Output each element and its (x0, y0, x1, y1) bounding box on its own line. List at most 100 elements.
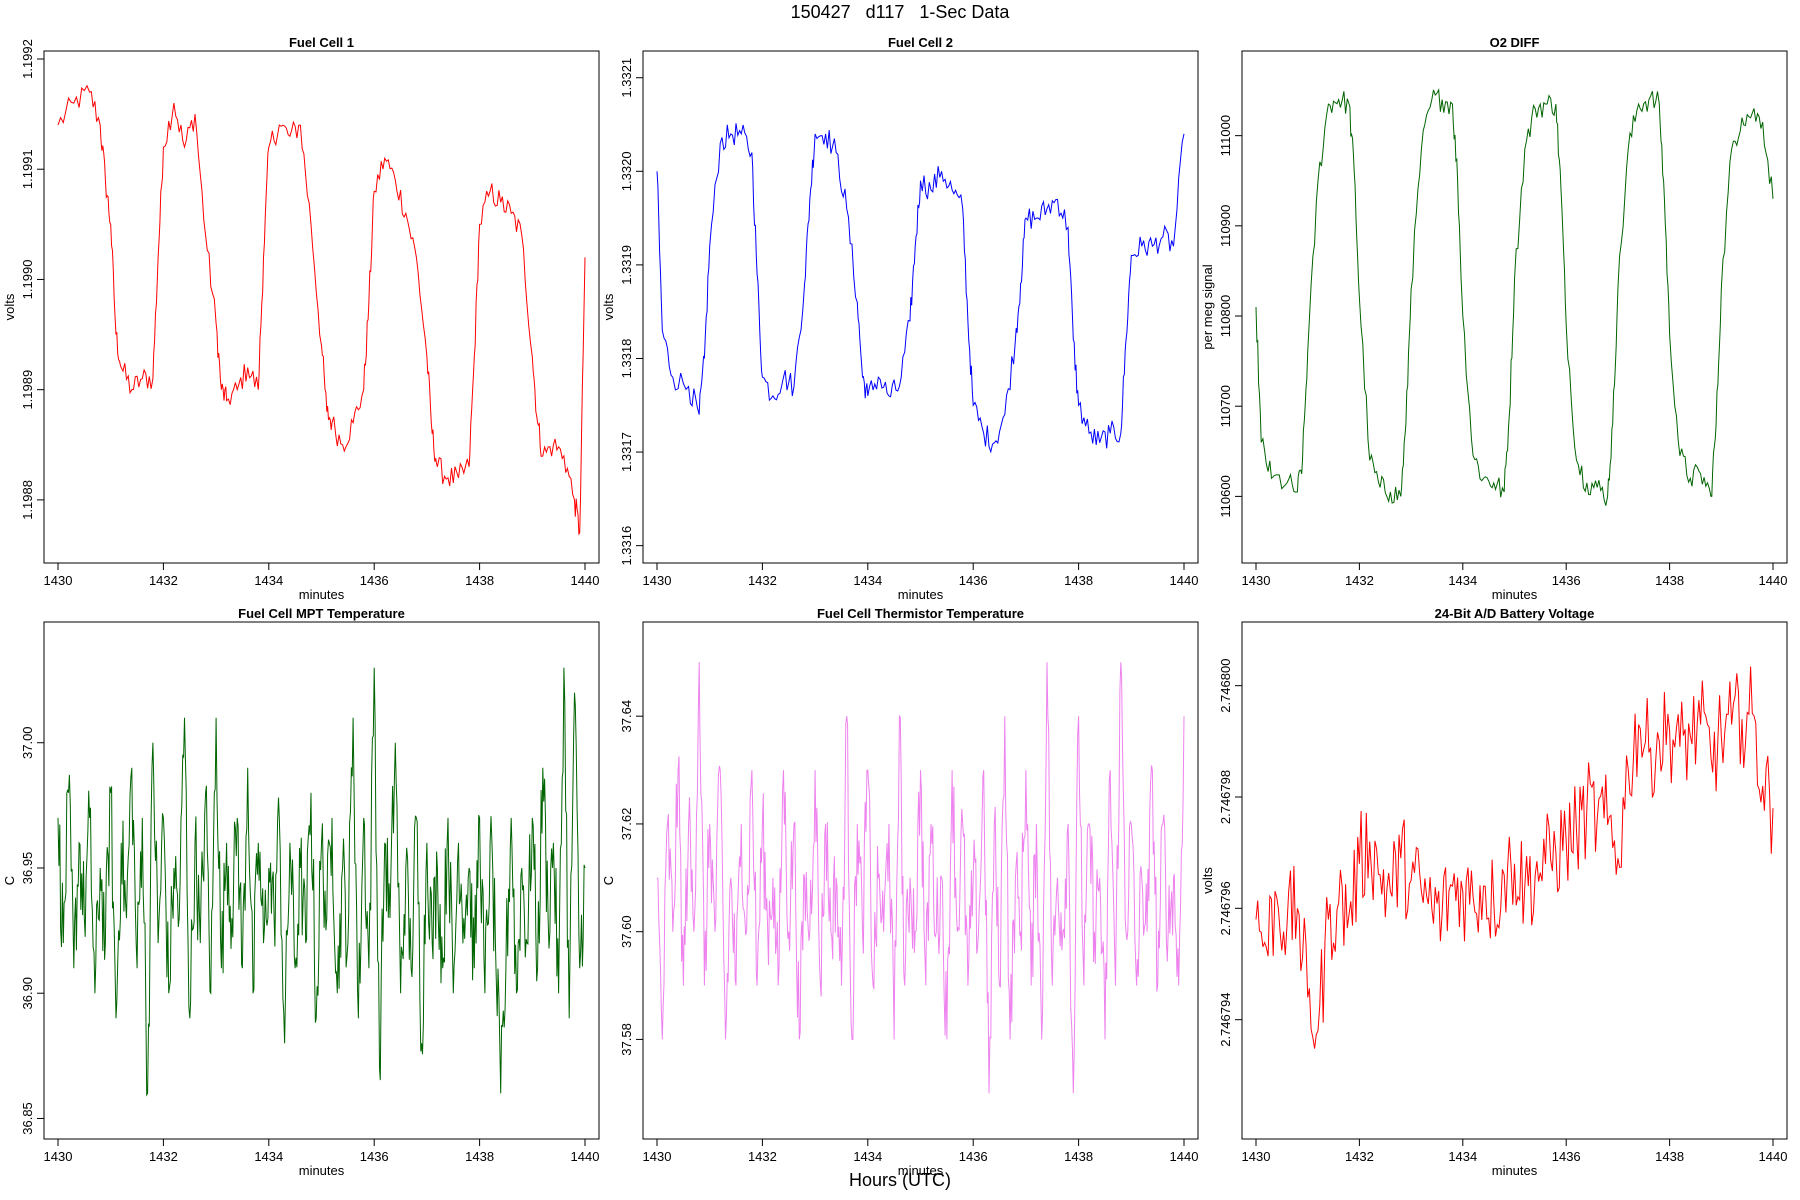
y-tick-label: 1.1990 (20, 260, 35, 300)
x-tick-label: 1432 (149, 1149, 178, 1164)
x-tick-label: 1432 (748, 1149, 777, 1164)
x-tick-label: 1440 (1170, 1149, 1199, 1164)
chart-title: O2 DIFF (1490, 35, 1540, 50)
series-line-1 (57, 84, 586, 536)
x-tick-label: 1436 (360, 573, 389, 588)
y-tick-label: 2.746798 (1218, 770, 1233, 824)
y-tick-label: 2.746794 (1218, 993, 1233, 1047)
y-axis-label: C (601, 876, 616, 885)
x-tick-label: 1440 (1170, 573, 1199, 588)
chart-title: Fuel Cell 1 (289, 35, 354, 50)
x-tick-label: 1430 (1242, 1149, 1271, 1164)
y-tick-label: 1.3317 (619, 432, 634, 472)
y-tick-label: 110700 (1218, 385, 1233, 427)
y-tick-label: 36.90 (20, 977, 35, 1010)
x-tick-label: 1434 (853, 573, 882, 588)
y-tick-label: 36.85 (20, 1102, 35, 1135)
plot-frame (43, 50, 600, 564)
y-tick-label: 1.1989 (20, 370, 35, 410)
y-axis-label: C (2, 876, 17, 885)
x-tick-label: 1430 (643, 573, 672, 588)
x-tick-label: 1430 (1242, 573, 1271, 588)
plot-frame (1241, 50, 1788, 564)
x-tick-label: 1438 (1655, 1149, 1684, 1164)
x-tick-label: 1434 (254, 573, 283, 588)
series-line-1 (1255, 666, 1774, 1049)
x-tick-label: 1440 (1759, 573, 1788, 588)
x-tick-label: 1440 (571, 573, 600, 588)
series-line-1 (1255, 88, 1774, 506)
x-tick-label: 1434 (1448, 1149, 1477, 1164)
x-tick-label: 1434 (254, 1149, 283, 1164)
y-tick-label: 2.746800 (1218, 659, 1233, 713)
x-axis-label: minutes (898, 587, 944, 602)
x-tick-label: 1432 (1345, 1149, 1374, 1164)
y-tick-label: 37.64 (619, 700, 634, 733)
x-tick-label: 1440 (571, 1149, 600, 1164)
plot-frame (642, 621, 1199, 1140)
x-tick-label: 1430 (643, 1149, 672, 1164)
x-axis-label: minutes (299, 1163, 345, 1178)
y-tick-label: 37.00 (20, 726, 35, 759)
x-tick-label: 1436 (1552, 1149, 1581, 1164)
y-tick-label: 111000 (1218, 115, 1233, 156)
x-tick-label: 1438 (1064, 1149, 1093, 1164)
series-line-1 (656, 123, 1185, 454)
y-tick-label: 1.3320 (619, 151, 634, 191)
x-tick-label: 1430 (44, 573, 73, 588)
x-tick-label: 1438 (465, 573, 494, 588)
x-tick-label: 1438 (465, 1149, 494, 1164)
y-tick-label: 2.746796 (1218, 881, 1233, 935)
x-axis-label: minutes (898, 1163, 944, 1178)
y-tick-label: 1.3316 (619, 526, 634, 566)
x-tick-label: 1436 (1552, 573, 1581, 588)
x-tick-label: 1440 (1759, 1149, 1788, 1164)
chart-panel-1: Fuel Cell 1 1430 1432 1434 1436 1438 1440 minut… (2, 35, 600, 602)
y-tick-label: 1.3318 (619, 339, 634, 379)
page-title: 150427 d117 1-Sec Data (790, 2, 1010, 22)
chart-title: 24-Bit A/D Battery Voltage (1435, 606, 1595, 621)
plot-frame (1241, 621, 1788, 1140)
x-axis-label: minutes (1492, 1163, 1538, 1178)
x-tick-label: 1438 (1655, 573, 1684, 588)
x-tick-label: 1432 (1345, 573, 1374, 588)
chart-panel-4: Fuel Cell MPT Temperature 1430 1432 1434 143… (2, 606, 600, 1178)
y-tick-label: 110600 (1218, 475, 1233, 517)
y-tick-label: 1.3321 (619, 58, 634, 98)
x-axis-footer-label: Hours (UTC) (849, 1170, 951, 1190)
y-axis-label: volts (1200, 867, 1215, 894)
y-axis-label: volts (2, 293, 17, 320)
x-tick-label: 1434 (1448, 573, 1477, 588)
chart-title: Fuel Cell 2 (888, 35, 953, 50)
plot-frame (642, 50, 1199, 564)
plot-frame (43, 621, 600, 1140)
x-axis-label: minutes (299, 587, 345, 602)
y-tick-label: 1.1988 (20, 480, 35, 520)
y-tick-label: 37.62 (619, 808, 634, 841)
x-tick-label: 1430 (44, 1149, 73, 1164)
x-tick-label: 1432 (149, 573, 178, 588)
x-tick-label: 1436 (959, 573, 988, 588)
y-tick-label: 37.60 (619, 915, 634, 948)
chart-panel-2: Fuel Cell 2 1430 1432 1434 1436 1438 1440 minut… (601, 35, 1199, 602)
y-tick-label: 1.1991 (20, 149, 35, 189)
chart-panel-6: 24-Bit A/D Battery Voltage 1430 1432 1434 14… (1200, 606, 1788, 1178)
x-tick-label: 1436 (360, 1149, 389, 1164)
y-tick-label: 1.3319 (619, 245, 634, 285)
series-line-1 (57, 667, 586, 1097)
x-tick-label: 1438 (1064, 573, 1093, 588)
chart-title: Fuel Cell Thermistor Temperature (817, 606, 1024, 621)
x-axis-label: minutes (1492, 587, 1538, 602)
y-tick-label: 110900 (1218, 205, 1233, 247)
x-tick-label: 1432 (748, 573, 777, 588)
chart-panel-3: O2 DIFF 1430 1432 1434 1436 1438 1440 minutes 11… (1200, 35, 1788, 602)
x-tick-label: 1436 (959, 1149, 988, 1164)
y-tick-label: 110800 (1218, 295, 1233, 337)
y-tick-label: 1.1992 (20, 39, 35, 79)
y-axis-label: per meg signal (1200, 264, 1215, 349)
series-line-1 (656, 662, 1185, 1094)
chart-panel-5: Fuel Cell Thermistor Temperature 1430 1432… (601, 606, 1199, 1178)
y-tick-label: 36.95 (20, 852, 35, 885)
x-tick-label: 1434 (853, 1149, 882, 1164)
